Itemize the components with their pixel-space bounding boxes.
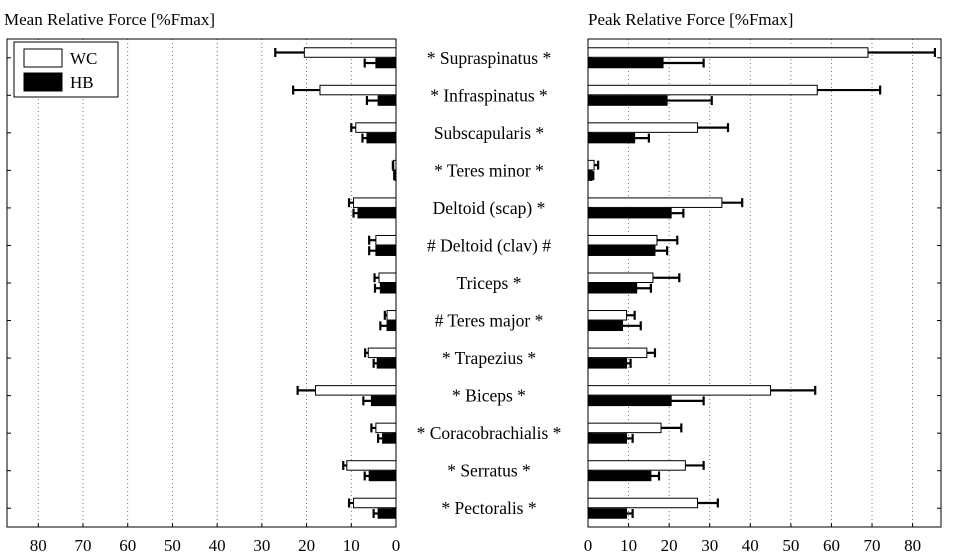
left-xtick-label: 60	[119, 536, 136, 555]
right-bar-hb	[587, 358, 628, 369]
left-xtick-label: 40	[209, 536, 226, 555]
left-bar-wc	[386, 310, 397, 321]
left-chart-title: Mean Relative Force [%Fmax]	[4, 10, 215, 29]
category-label: * Supraspinatus *	[427, 48, 551, 68]
right-xtick-label: 20	[661, 536, 678, 555]
category-label: * Trapezius *	[442, 348, 536, 368]
category-label: # Teres major *	[435, 311, 544, 331]
legend-label-wc: WC	[70, 49, 97, 68]
right-chart-panel: 0 10 20 30 40 50 60 70 80	[584, 38, 942, 555]
right-xtick-label: 60	[823, 536, 840, 555]
left-bar-hb	[375, 245, 397, 256]
right-bar-wc	[587, 122, 699, 133]
left-bar-hb	[386, 320, 397, 332]
left-bar-wc	[378, 272, 397, 283]
right-bar-hb	[587, 433, 628, 444]
legend-label-hb: HB	[70, 73, 94, 92]
left-bar-wc	[367, 347, 397, 359]
right-bar-wc	[587, 197, 723, 208]
right-xtick-label: 40	[742, 536, 759, 555]
left-bar-hb	[370, 395, 397, 407]
right-bar-hb	[587, 508, 628, 519]
right-bar-hb	[587, 283, 638, 294]
right-bar-hb	[587, 320, 623, 332]
right-bar-wc	[587, 234, 658, 246]
category-label: * Teres minor *	[434, 160, 544, 180]
left-bar-hb	[377, 95, 397, 106]
left-xtick-label: 0	[392, 536, 401, 555]
left-bar-hb	[366, 132, 397, 144]
category-label: * Pectoralis *	[441, 498, 536, 518]
right-bar-wc	[587, 497, 699, 509]
right-bar-hb	[587, 470, 652, 482]
left-bar-wc	[393, 159, 397, 171]
right-xtick-label: 70	[864, 536, 881, 555]
right-chart-title: Peak Relative Force [%Fmax]	[588, 10, 793, 29]
right-bar-wc	[587, 460, 686, 471]
right-bar-hb	[587, 245, 656, 256]
left-xtick-label: 20	[298, 536, 315, 555]
right-bar-wc	[587, 47, 869, 58]
left-bar-hb	[357, 207, 397, 219]
right-bar-hb	[587, 132, 636, 144]
right-bar-hb	[587, 95, 668, 106]
left-xtick-label: 80	[30, 536, 47, 555]
left-chart-panel: 80 70 60 50 40 30 20 10 0	[6, 38, 401, 555]
right-bar-wc	[587, 84, 818, 96]
left-bar-hb	[376, 358, 397, 369]
left-xtick-label: 10	[343, 536, 360, 555]
category-label: * Biceps *	[452, 386, 526, 406]
left-bar-wc	[375, 234, 397, 246]
left-bar-hb	[375, 57, 397, 69]
left-bar-wc	[353, 497, 397, 509]
left-bar-wc	[355, 122, 397, 133]
right-bar-wc	[587, 422, 662, 434]
right-xtick-label: 80	[904, 536, 921, 555]
right-bar-hb	[587, 170, 593, 181]
right-bar-wc	[587, 310, 628, 321]
left-xtick-label: 30	[253, 536, 270, 555]
right-bar-wc	[587, 159, 595, 171]
left-bar-wc	[303, 47, 397, 58]
left-bar-hb	[379, 283, 397, 294]
right-bar-wc	[587, 347, 648, 359]
right-xtick-label: 10	[620, 536, 637, 555]
category-labels: * Supraspinatus * * Infraspinatus * Subsca…	[417, 48, 562, 518]
legend: WC HB	[13, 41, 119, 98]
right-bar-hb	[587, 395, 672, 407]
left-bar-hb	[377, 508, 397, 519]
category-label: Triceps *	[457, 273, 522, 293]
legend-swatch-hb	[23, 72, 63, 92]
left-xtick-label: 70	[75, 536, 92, 555]
left-bar-wc	[353, 197, 397, 208]
left-bar-wc	[375, 422, 397, 434]
right-xtick-label: 50	[782, 536, 799, 555]
category-label: Deltoid (scap) *	[433, 198, 546, 218]
right-bar-wc	[587, 385, 772, 396]
right-bar-hb	[587, 57, 664, 69]
legend-swatch-wc	[23, 48, 63, 68]
left-bar-wc	[346, 460, 397, 471]
category-label: * Coracobrachialis *	[417, 423, 562, 443]
left-axes-frame	[6, 38, 397, 528]
left-bar-hb	[382, 433, 397, 444]
left-bar-hb	[368, 470, 397, 482]
category-label: Subscapularis *	[434, 123, 544, 143]
category-label: * Infraspinatus *	[430, 85, 548, 105]
left-xtick-label: 50	[164, 536, 181, 555]
left-bar-wc	[315, 385, 397, 396]
right-bar-hb	[587, 207, 672, 219]
left-bar-wc	[319, 84, 397, 96]
right-xtick-label: 30	[701, 536, 718, 555]
right-xtick-label: 0	[584, 536, 593, 555]
right-bar-wc	[587, 272, 654, 283]
category-label: # Deltoid (clav) #	[427, 235, 551, 255]
category-label: * Serratus *	[447, 461, 531, 481]
